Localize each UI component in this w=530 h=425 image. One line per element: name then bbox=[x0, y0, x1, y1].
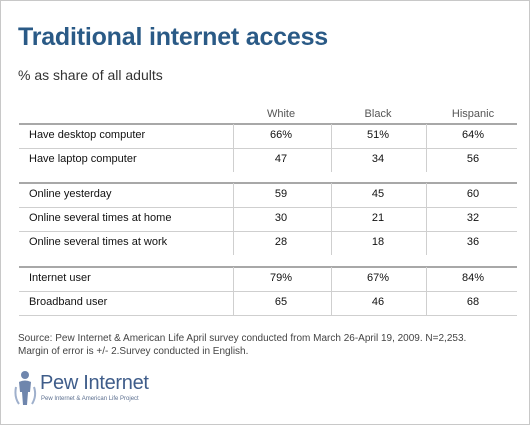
cell-white: 65 bbox=[274, 296, 288, 308]
row-label: Online several times at work bbox=[29, 236, 168, 248]
margin-of-error-line: Margin of error is +/- 2.Survey conducte… bbox=[18, 346, 249, 357]
cell-black: 21 bbox=[371, 212, 385, 224]
cell-white: 30 bbox=[274, 212, 288, 224]
column-separator bbox=[426, 231, 427, 255]
column-header-white: White bbox=[266, 108, 296, 120]
cell-hispanic: 64% bbox=[461, 129, 485, 141]
column-separator bbox=[426, 207, 427, 231]
column-separator bbox=[331, 231, 332, 255]
cell-hispanic: 36 bbox=[466, 236, 480, 248]
column-separator bbox=[233, 291, 234, 315]
table-row: Online several times at work 28 18 36 bbox=[19, 231, 517, 255]
cell-black: 51% bbox=[366, 129, 390, 141]
column-separator bbox=[331, 148, 332, 172]
table-row: Have laptop computer 47 34 56 bbox=[19, 148, 517, 172]
cell-black: 18 bbox=[371, 236, 385, 248]
row-label: Online yesterday bbox=[29, 188, 112, 200]
row-label: Online several times at home bbox=[29, 212, 172, 224]
cell-black: 45 bbox=[371, 188, 385, 200]
column-separator bbox=[426, 291, 427, 315]
table-row: Have desktop computer 66% 51% 64% bbox=[19, 124, 517, 148]
row-label: Internet user bbox=[29, 272, 91, 284]
column-separator bbox=[233, 124, 234, 148]
column-separator bbox=[331, 183, 332, 207]
cell-white: 47 bbox=[274, 153, 288, 165]
cell-white: 28 bbox=[274, 236, 288, 248]
cell-white: 59 bbox=[274, 188, 288, 200]
column-separator bbox=[233, 183, 234, 207]
group-divider bbox=[19, 123, 517, 125]
table-row: Online several times at home 30 21 32 bbox=[19, 207, 517, 231]
table-row: Online yesterday 59 45 60 bbox=[19, 183, 517, 207]
row-divider bbox=[19, 207, 517, 208]
row-divider bbox=[19, 315, 517, 316]
logo-name: Pew Internet bbox=[40, 372, 149, 394]
column-separator bbox=[426, 148, 427, 172]
row-label: Have desktop computer bbox=[29, 129, 146, 141]
column-separator bbox=[233, 231, 234, 255]
column-separator bbox=[233, 267, 234, 291]
source-note: Source: Pew Internet & American Life Apr… bbox=[18, 332, 518, 358]
logo-tagline: Pew Internet & American Life Project bbox=[41, 396, 139, 402]
source-line: Source: Pew Internet & American Life Apr… bbox=[18, 333, 467, 344]
cell-white: 66% bbox=[269, 129, 293, 141]
cell-black: 34 bbox=[371, 153, 385, 165]
cell-hispanic: 84% bbox=[461, 272, 485, 284]
row-divider bbox=[19, 231, 517, 232]
column-separator bbox=[426, 124, 427, 148]
cell-hispanic: 32 bbox=[466, 212, 480, 224]
page-title: Traditional internet access bbox=[18, 23, 328, 51]
column-separator bbox=[233, 207, 234, 231]
cell-black: 67% bbox=[366, 272, 390, 284]
column-separator bbox=[233, 148, 234, 172]
column-separator bbox=[331, 267, 332, 291]
person-icon bbox=[14, 371, 37, 405]
cell-hispanic: 68 bbox=[466, 296, 480, 308]
column-header-hispanic: Hispanic bbox=[451, 108, 495, 120]
column-headers: White Black Hispanic bbox=[1, 108, 529, 122]
column-separator bbox=[426, 183, 427, 207]
row-label: Broadband user bbox=[29, 296, 108, 308]
column-header-black: Black bbox=[364, 108, 392, 120]
column-separator bbox=[426, 267, 427, 291]
column-separator bbox=[331, 124, 332, 148]
row-label: Have laptop computer bbox=[29, 153, 137, 165]
table-row: Broadband user 65 46 68 bbox=[19, 291, 517, 315]
cell-white: 79% bbox=[269, 272, 293, 284]
row-divider bbox=[19, 291, 517, 292]
column-separator bbox=[331, 291, 332, 315]
group-divider bbox=[19, 182, 517, 184]
pew-internet-logo: Pew Internet Pew Internet & American Lif… bbox=[13, 369, 153, 409]
column-separator bbox=[331, 207, 332, 231]
cell-hispanic: 60 bbox=[466, 188, 480, 200]
row-divider bbox=[19, 148, 517, 149]
table-row: Internet user 79% 67% 84% bbox=[19, 267, 517, 291]
cell-black: 46 bbox=[371, 296, 385, 308]
group-divider bbox=[19, 266, 517, 268]
cell-hispanic: 56 bbox=[466, 153, 480, 165]
subtitle: % as share of all adults bbox=[18, 67, 163, 83]
